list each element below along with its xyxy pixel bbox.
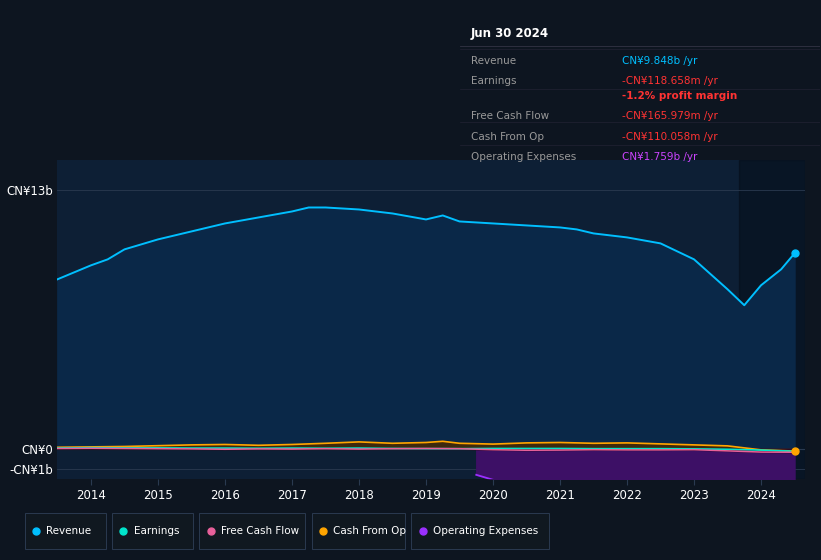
Bar	[411, 512, 548, 549]
Text: Cash From Op: Cash From Op	[470, 133, 544, 142]
Text: -CN¥118.658m /yr: -CN¥118.658m /yr	[622, 76, 718, 86]
Text: -CN¥165.979m /yr: -CN¥165.979m /yr	[622, 111, 718, 121]
Bar	[739, 160, 805, 479]
Text: Operating Expenses: Operating Expenses	[433, 526, 539, 535]
Text: Cash From Op: Cash From Op	[333, 526, 406, 535]
Bar	[25, 512, 106, 549]
Text: CN¥1.759b /yr: CN¥1.759b /yr	[622, 152, 697, 162]
Text: Revenue: Revenue	[470, 56, 516, 66]
Bar	[112, 512, 193, 549]
Text: CN¥9.848b /yr: CN¥9.848b /yr	[622, 56, 697, 66]
Bar	[200, 512, 305, 549]
Text: -CN¥110.058m /yr: -CN¥110.058m /yr	[622, 133, 718, 142]
Text: Operating Expenses: Operating Expenses	[470, 152, 576, 162]
Text: -1.2% profit margin: -1.2% profit margin	[622, 91, 737, 101]
Text: Free Cash Flow: Free Cash Flow	[470, 111, 549, 121]
Text: Jun 30 2024: Jun 30 2024	[470, 27, 549, 40]
Bar	[312, 512, 406, 549]
Text: Earnings: Earnings	[134, 526, 179, 535]
Text: Earnings: Earnings	[470, 76, 516, 86]
Text: Free Cash Flow: Free Cash Flow	[221, 526, 300, 535]
Text: Revenue: Revenue	[47, 526, 92, 535]
